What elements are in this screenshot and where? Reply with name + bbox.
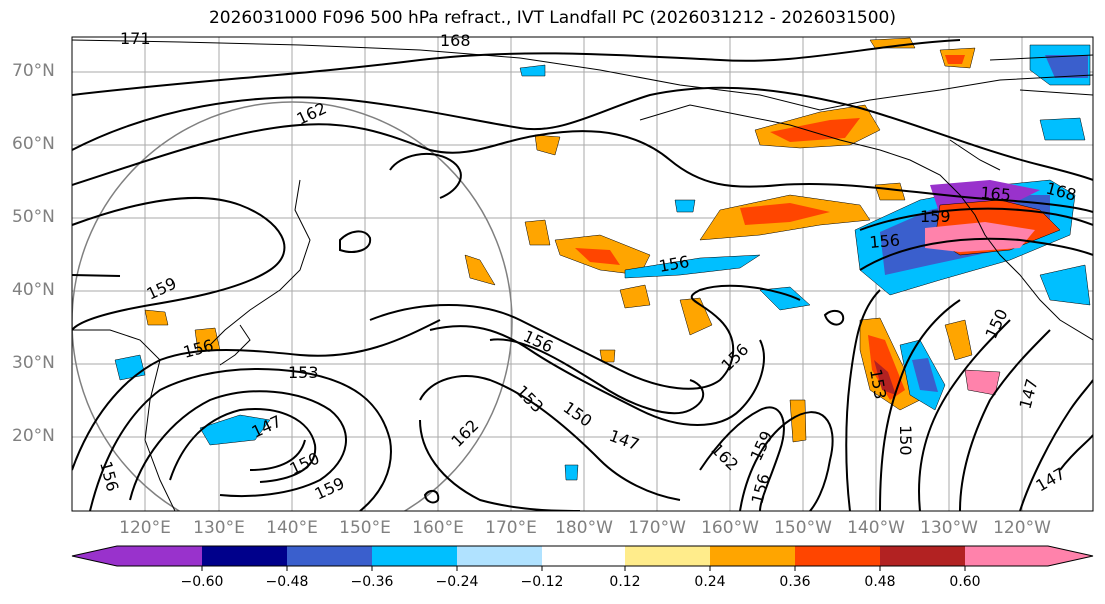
contour-label: 153 (288, 363, 319, 382)
contour-label: 159 (920, 207, 951, 226)
contour-label: 171 (120, 29, 151, 48)
lon-label: 120°W (993, 518, 1051, 538)
contour-label: 156 (869, 230, 901, 252)
lon-label: 170°E (485, 518, 537, 538)
colorbar-tick-label: 0.48 (864, 574, 896, 590)
contour-label: 159 (312, 473, 348, 503)
lon-label: 140°E (266, 518, 318, 538)
contour-label: 162 (707, 439, 742, 474)
colorbar-segment (710, 546, 795, 566)
contour-label: 156 (748, 472, 774, 506)
colorbar-tick-label: −0.24 (435, 574, 479, 590)
lon-label: 130°W (920, 518, 978, 538)
colorbar-tick-label: 0.12 (609, 574, 641, 590)
lon-label: 150°W (774, 518, 832, 538)
contour-label: 165 (980, 183, 1012, 205)
contour-label: 153 (512, 381, 547, 416)
lon-label: 160°W (701, 518, 759, 538)
ivt-shading (114, 37, 1091, 481)
colorbar-segment (880, 546, 965, 566)
colorbar-tick-label: −0.36 (350, 574, 394, 590)
colorbar-segment (625, 546, 710, 566)
range-circle (72, 101, 513, 511)
contour-label: 162 (447, 416, 482, 451)
lat-label: 70°N (12, 61, 55, 81)
colorbar-tick-label: 0.24 (694, 574, 726, 590)
colorbar-segment (372, 546, 457, 566)
colorbar-tick-label: 0.60 (949, 574, 981, 590)
colorbar-tick-label: −0.48 (265, 574, 309, 590)
colorbar-extend-min (72, 546, 117, 566)
lat-label: 50°N (12, 207, 55, 227)
lon-label: 170°W (628, 518, 686, 538)
contour-label: 156 (520, 326, 556, 356)
contour-label: 156 (717, 340, 752, 375)
map-title: 2026031000 F096 500 hPa refract., IVT La… (208, 8, 896, 28)
colorbar-segment (542, 546, 625, 566)
colorbar-segment (965, 546, 1048, 566)
lat-label: 30°N (12, 353, 55, 373)
lon-label: 130°E (193, 518, 245, 538)
lon-label: 150°E (339, 518, 391, 538)
lat-label: 40°N (12, 280, 55, 300)
contour-label: 159 (746, 428, 776, 464)
contour-label: 147 (1016, 377, 1042, 411)
map-frame (71, 36, 1094, 512)
lon-label: 180°W (555, 518, 613, 538)
colorbar-tick-label: 0.36 (779, 574, 811, 590)
colorbar-segment (117, 546, 202, 566)
colorbar-extend-max (1048, 546, 1093, 566)
lon-label: 160°E (412, 518, 464, 538)
contour-label: 168 (440, 31, 471, 50)
coastlines (72, 39, 1093, 511)
colorbar-segment (795, 546, 880, 566)
contour-label: 159 (144, 273, 180, 303)
colorbar-tick-label: −0.12 (520, 574, 564, 590)
contour-label: 147 (607, 426, 642, 454)
lat-label: 60°N (12, 134, 55, 154)
contour-label: 150 (560, 398, 596, 431)
lon-label: 120°E (119, 518, 171, 538)
colorbar-tick-label: −0.60 (180, 574, 224, 590)
colorbar-segment (287, 546, 372, 566)
height-contours (72, 39, 1093, 511)
colorbar (71, 545, 1094, 571)
lat-label: 20°N (12, 426, 55, 446)
colorbar-segment (202, 546, 287, 566)
contour-label: 156 (96, 459, 122, 493)
contour-label: 156 (181, 336, 215, 362)
colorbar-segment (457, 546, 542, 566)
contour-label: 150 (896, 425, 915, 456)
lon-label: 140°W (847, 518, 905, 538)
contour-label: 153 (866, 367, 890, 400)
